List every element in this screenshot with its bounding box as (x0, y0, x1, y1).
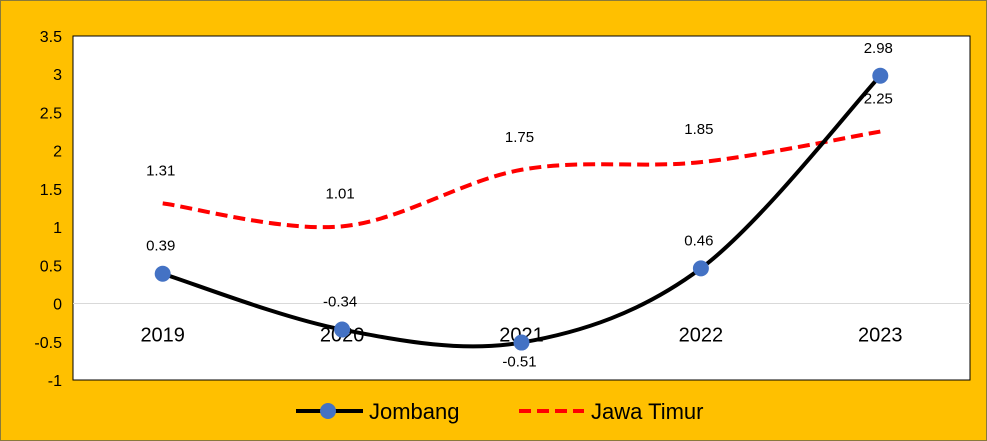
legend-label-jawa-timur: Jawa Timur (591, 399, 703, 424)
marker-jombang (692, 260, 709, 277)
y-tick-label: 0.5 (40, 258, 62, 275)
data-label-jombang: 0.46 (684, 232, 713, 249)
y-tick-label: 3 (53, 67, 62, 84)
y-tick-label: 2 (53, 144, 62, 161)
series-lines (162, 74, 882, 349)
data-label-jawa-timur: 1.01 (325, 185, 354, 202)
legend: Jombang Jawa Timur (296, 399, 703, 424)
y-tick-label: 3.5 (40, 29, 62, 46)
y-tick-label: 1.5 (40, 182, 62, 199)
plot-area (72, 35, 971, 381)
data-label-jombang: -0.34 (323, 294, 357, 311)
data-label-jombang: 2.98 (864, 40, 893, 57)
marker-jombang (513, 334, 530, 351)
data-label-jawa-timur: 1.75 (505, 129, 534, 146)
legend-label-jombang: Jombang (369, 399, 460, 424)
x-tick-label: 2022 (679, 325, 724, 347)
marker-jombang (872, 67, 889, 84)
y-axis-ticks: 3.5 3 2.5 2 1.5 1 0.5 0 -0.5 -1 (34, 29, 62, 390)
data-label-jombang: -0.51 (502, 354, 536, 371)
data-label-jawa-timur: 2.25 (864, 91, 893, 108)
y-tick-label: -0.5 (34, 335, 62, 352)
y-tick-label: 2.5 (40, 105, 62, 122)
marker-jombang (334, 321, 351, 338)
y-tick-label: 1 (53, 220, 62, 237)
data-label-jawa-timur: 1.31 (146, 162, 175, 179)
data-label-jawa-timur: 1.85 (684, 121, 713, 138)
series-line-jombang (162, 74, 882, 349)
y-tick-label: 0 (53, 297, 62, 314)
y-tick-label: -1 (48, 373, 62, 390)
marker-jombang (154, 265, 171, 282)
data-label-jombang: 0.39 (146, 238, 175, 255)
legend-marker-jombang (320, 403, 336, 419)
series-line-jawa-timur (162, 129, 881, 230)
x-tick-label: 2019 (140, 325, 185, 347)
x-tick-label: 2023 (858, 325, 903, 347)
series-markers (154, 67, 889, 351)
data-labels: 1.31 1.01 1.75 1.85 2.25 0.39 -0.34 -0.51 0.46 2.… (146, 40, 893, 371)
